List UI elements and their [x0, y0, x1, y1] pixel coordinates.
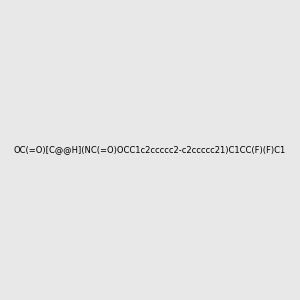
Text: OC(=O)[C@@H](NC(=O)OCC1c2ccccc2-c2ccccc21)C1CC(F)(F)C1: OC(=O)[C@@H](NC(=O)OCC1c2ccccc2-c2ccccc2…: [14, 146, 286, 154]
